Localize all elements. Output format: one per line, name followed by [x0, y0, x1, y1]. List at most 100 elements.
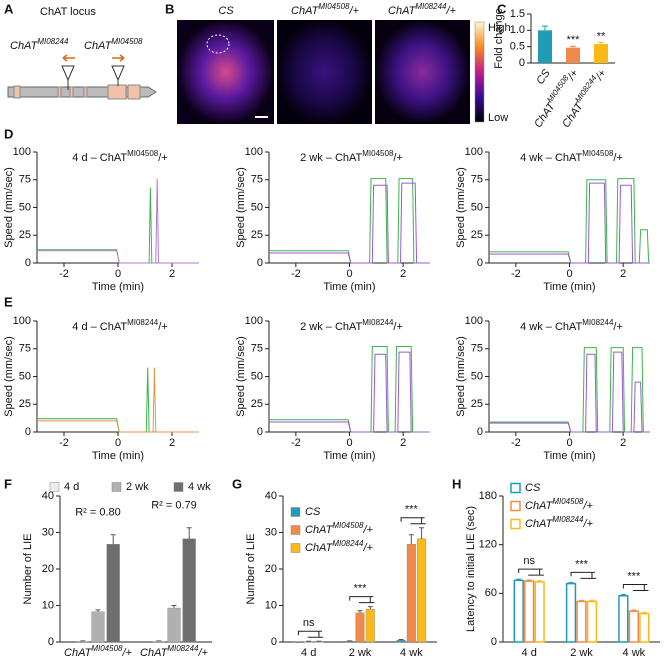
bar: [535, 582, 544, 642]
legend-label: ChATMI08244/+: [525, 515, 594, 530]
y-axis-label: Speed (mm/sec): [3, 167, 15, 248]
insert-label: ChATMI08244: [10, 37, 69, 52]
legend-swatch: [291, 508, 300, 517]
chart-title-part: MI04508: [582, 149, 614, 158]
y-tick-label: 0: [271, 636, 277, 648]
panel-label: F: [4, 476, 12, 491]
trace: [269, 347, 430, 433]
error-bar: [172, 606, 177, 609]
x-tick-label: 0: [115, 268, 121, 280]
y-tick-label: 20: [42, 563, 54, 575]
panel-label: E: [4, 294, 13, 309]
chart-title-part: 4 d – ChAT: [72, 321, 127, 333]
x-tick-label-part: MI04508: [91, 644, 123, 653]
legend-label-part: ChAT: [305, 524, 334, 536]
legend-label: ChATMI04508/+: [305, 521, 374, 536]
bar: [356, 613, 365, 642]
x-tick-label: 2: [400, 437, 406, 449]
panel-label: D: [4, 126, 13, 141]
chart-title-part: 2 wk – ChAT: [300, 152, 362, 164]
x-tick-label-part: ChAT: [140, 647, 169, 659]
legend-swatch: [291, 544, 300, 553]
x-tick-label: -2: [291, 437, 301, 449]
bracket: [571, 572, 596, 578]
column-title-part: /+: [348, 5, 359, 17]
annotation: ns: [303, 617, 315, 629]
x-tick-label-part: ChAT: [560, 100, 586, 130]
annotation: R² = 0.79: [151, 500, 197, 512]
chart-title-part: 4 wk – ChAT: [520, 152, 582, 164]
chart-title: 2 wk – ChATMI04508/+: [300, 149, 403, 164]
annotation: ***: [354, 583, 368, 595]
trace: [489, 183, 650, 263]
legend-label-part: MI04508: [552, 497, 584, 506]
bar: [619, 596, 628, 642]
bar: [538, 30, 552, 63]
bracket: [298, 631, 323, 637]
chart-title: 4 wk – ChATMI04508/+: [520, 149, 623, 164]
chart-title-part: /+: [393, 321, 402, 333]
y-tick-label: 20: [265, 563, 277, 575]
error-bar: [409, 535, 414, 544]
y-tick-label: 0: [25, 257, 31, 269]
x-tick-label: 2: [620, 268, 626, 280]
column-title-part: /+: [445, 5, 456, 17]
legend-label-part: MI04508: [332, 521, 364, 530]
exon: [58, 87, 61, 97]
column-title: ChATMI04508/+: [291, 2, 360, 17]
trace: [37, 368, 199, 432]
insert-triangle: [62, 66, 74, 80]
y-tick-label: 50: [471, 370, 483, 382]
significance: ***: [567, 34, 581, 46]
exon: [84, 87, 87, 97]
legend-label: 4 d: [64, 481, 79, 493]
chart-title-part: 4 d – ChAT: [72, 152, 127, 164]
column-title-part: ChAT: [388, 5, 417, 17]
x-axis-label: Time (min): [323, 281, 375, 293]
bar: [629, 611, 638, 642]
brain-image: [375, 20, 470, 124]
exon: [70, 87, 73, 97]
y-tick-label: 75: [471, 343, 483, 355]
bar: [594, 44, 608, 63]
scale-low: Low: [488, 112, 508, 124]
chart-title-part: MI08244: [582, 318, 614, 327]
x-tick-label-part: ChAT: [64, 647, 93, 659]
y-axis-label: Number of LIE: [245, 534, 257, 605]
x-tick-label-part: /+: [197, 647, 208, 659]
bar: [92, 612, 105, 642]
x-tick-label-part: MI08244: [167, 644, 199, 653]
chart-title-part: /+: [158, 152, 167, 164]
y-tick-label: 50: [251, 370, 263, 382]
y-tick-label: 10: [265, 599, 277, 611]
legend-label: 2 wk: [126, 481, 149, 493]
x-tick-label: -2: [59, 437, 69, 449]
annotation: ***: [575, 558, 589, 570]
exon: [14, 86, 20, 98]
x-tick-label: 0: [566, 268, 572, 280]
annotation: ns: [523, 555, 535, 567]
y-tick-label: 25: [251, 398, 263, 410]
legend-swatch: [511, 484, 520, 493]
x-tick-label: 2: [169, 437, 175, 449]
x-tick-label: -2: [291, 268, 301, 280]
insert-label-part: MI04508: [111, 37, 143, 46]
legend-label: ChATMI08244/+: [305, 539, 374, 554]
y-axis-label: Speed (mm/sec): [235, 167, 247, 248]
insert-label-part: MI08244: [37, 37, 69, 46]
y-axis-label: Speed (mm/sec): [235, 336, 247, 417]
bar: [107, 544, 120, 642]
y-tick-label: 50: [471, 201, 483, 213]
exon: [128, 85, 140, 99]
trace: [269, 179, 430, 263]
y-tick-label: 75: [251, 343, 263, 355]
x-tick-label: 4 d: [301, 647, 316, 659]
legend-swatch: [511, 502, 520, 511]
panel-label: B: [165, 1, 174, 16]
significance: **: [597, 30, 606, 42]
x-axis-label: Time (min): [323, 450, 375, 462]
y-tick-label: 0: [477, 257, 483, 269]
legend-swatch: [511, 520, 520, 529]
bar: [183, 539, 196, 642]
